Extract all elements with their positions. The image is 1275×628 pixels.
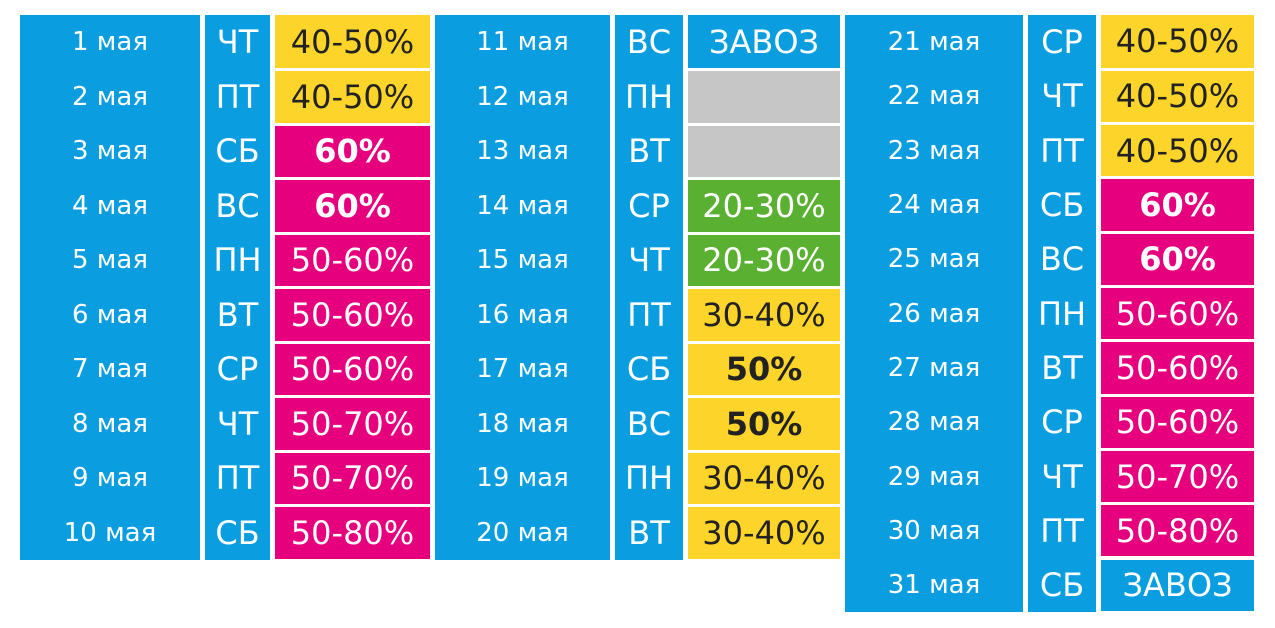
date-column-strip (20, 15, 200, 560)
discount-cell: 30-40% (688, 452, 840, 504)
date-cell: 26 мая (887, 298, 981, 329)
discount-cell: 20-30% (688, 180, 840, 232)
date-cell: 21 мая (887, 27, 981, 58)
date-cell: 20 мая (476, 517, 569, 548)
date-cell: 25 мая (887, 244, 981, 275)
weekday-cell: ВС (215, 186, 260, 225)
weekday-cell: ПТ (215, 77, 260, 116)
date-cell: 14 мая (476, 190, 569, 221)
weekday-cell: СР (628, 186, 670, 225)
discount-cell: 40-50% (275, 15, 430, 68)
date-cell: 23 мая (887, 135, 981, 166)
date-cell: 1 мая (72, 27, 148, 58)
date-cell: 6 мая (72, 299, 148, 330)
weekday-cell: ПН (1037, 294, 1087, 333)
date-cell: 13 мая (476, 136, 569, 167)
date-cell: 9 мая (72, 463, 148, 494)
day-column-strip (205, 15, 270, 560)
weekday-cell: СР (1041, 403, 1083, 442)
discount-cell: 60% (1101, 179, 1254, 231)
date-cell: 12 мая (476, 81, 569, 112)
discount-cell: 50-80% (275, 507, 430, 559)
weekday-cell: ВТ (216, 295, 259, 334)
date-cell: 22 мая (887, 81, 981, 112)
discount-cell: 50-60% (1101, 342, 1254, 394)
day-column-strip (615, 15, 683, 560)
weekday-cell: СБ (1039, 566, 1085, 605)
weekday-cell: ПН (213, 241, 262, 280)
date-cell: 30 мая (887, 515, 981, 546)
weekday-cell: ВС (626, 23, 672, 62)
date-cell: 18 мая (476, 408, 569, 439)
discount-cell: 30-40% (688, 507, 840, 559)
date-cell: 17 мая (476, 354, 569, 385)
weekday-cell: СР (1041, 23, 1083, 62)
discount-cell: 40-50% (1101, 70, 1254, 123)
discount-cell: 50-60% (1101, 396, 1254, 448)
weekday-cell: СБ (215, 132, 260, 171)
weekday-cell: ВТ (628, 513, 670, 552)
weekday-cell: ВС (626, 404, 672, 443)
date-cell: 5 мая (72, 245, 148, 276)
discount-cell: 50-70% (275, 452, 430, 504)
date-cell: 24 мая (887, 190, 981, 221)
weekday-cell: ЧТ (1041, 457, 1083, 496)
discount-cell: 50-60% (275, 234, 430, 286)
discount-cell: 50% (688, 398, 840, 450)
weekday-cell: ЧТ (216, 404, 259, 443)
discount-cell: ЗАВОЗ (1101, 559, 1254, 611)
date-cell: 19 мая (476, 463, 569, 494)
weekday-cell: ПТ (627, 295, 671, 334)
discount-cell: 20-30% (688, 234, 840, 286)
weekday-cell: ПН (624, 77, 674, 116)
discount-cell: ЗАВОЗ (688, 15, 840, 68)
discount-cell: 30-40% (688, 289, 840, 341)
date-cell: 2 мая (72, 81, 148, 112)
discount-cell: 50-60% (1101, 288, 1254, 340)
weekday-cell: ЧТ (1041, 77, 1083, 116)
weekday-cell: ПТ (215, 459, 260, 498)
weekday-cell: ВТ (628, 132, 670, 171)
date-cell: 16 мая (476, 299, 569, 330)
discount-cell: 60% (275, 125, 430, 177)
weekday-cell: ВС (1039, 240, 1085, 279)
discount-cell: 60% (275, 180, 430, 232)
weekday-cell: ЧТ (216, 23, 259, 62)
discount-cell: 50-60% (275, 289, 430, 341)
discount-cell (688, 125, 840, 177)
date-column-strip (845, 15, 1023, 613)
discount-cell: 40-50% (1101, 125, 1254, 177)
date-cell: 4 мая (72, 190, 148, 221)
discount-cell: 40-50% (275, 71, 430, 123)
weekday-cell: ПН (624, 459, 674, 498)
discount-cell: 50-70% (275, 398, 430, 450)
discount-cell: 40-50% (1101, 15, 1254, 68)
date-cell: 8 мая (72, 408, 148, 439)
date-cell: 31 мая (887, 570, 981, 601)
weekday-cell: ЧТ (628, 241, 670, 280)
weekday-cell: СБ (626, 350, 672, 389)
discount-cell: 50-70% (1101, 450, 1254, 503)
day-column-strip (1028, 15, 1096, 613)
date-cell: 29 мая (887, 461, 981, 492)
date-cell: 3 мая (72, 136, 148, 167)
discount-cell: 50-60% (275, 343, 430, 395)
weekday-cell: СБ (1039, 186, 1085, 225)
weekday-cell: ВТ (1041, 348, 1083, 387)
date-cell: 11 мая (476, 27, 569, 58)
discount-cell: 60% (1101, 233, 1254, 285)
date-cell: 10 мая (63, 517, 157, 548)
date-cell: 28 мая (887, 407, 981, 438)
weekday-cell: СР (216, 350, 259, 389)
discount-cell (688, 71, 840, 123)
weekday-cell: ПТ (1040, 131, 1084, 170)
discount-cell: 50-80% (1101, 505, 1254, 557)
weekday-cell: СБ (215, 513, 260, 552)
date-cell: 7 мая (72, 354, 148, 385)
weekday-cell: ПТ (1040, 511, 1084, 550)
date-cell: 27 мая (887, 352, 981, 383)
date-cell: 15 мая (476, 245, 569, 276)
discount-cell: 50% (688, 343, 840, 395)
date-column-strip (435, 15, 610, 560)
